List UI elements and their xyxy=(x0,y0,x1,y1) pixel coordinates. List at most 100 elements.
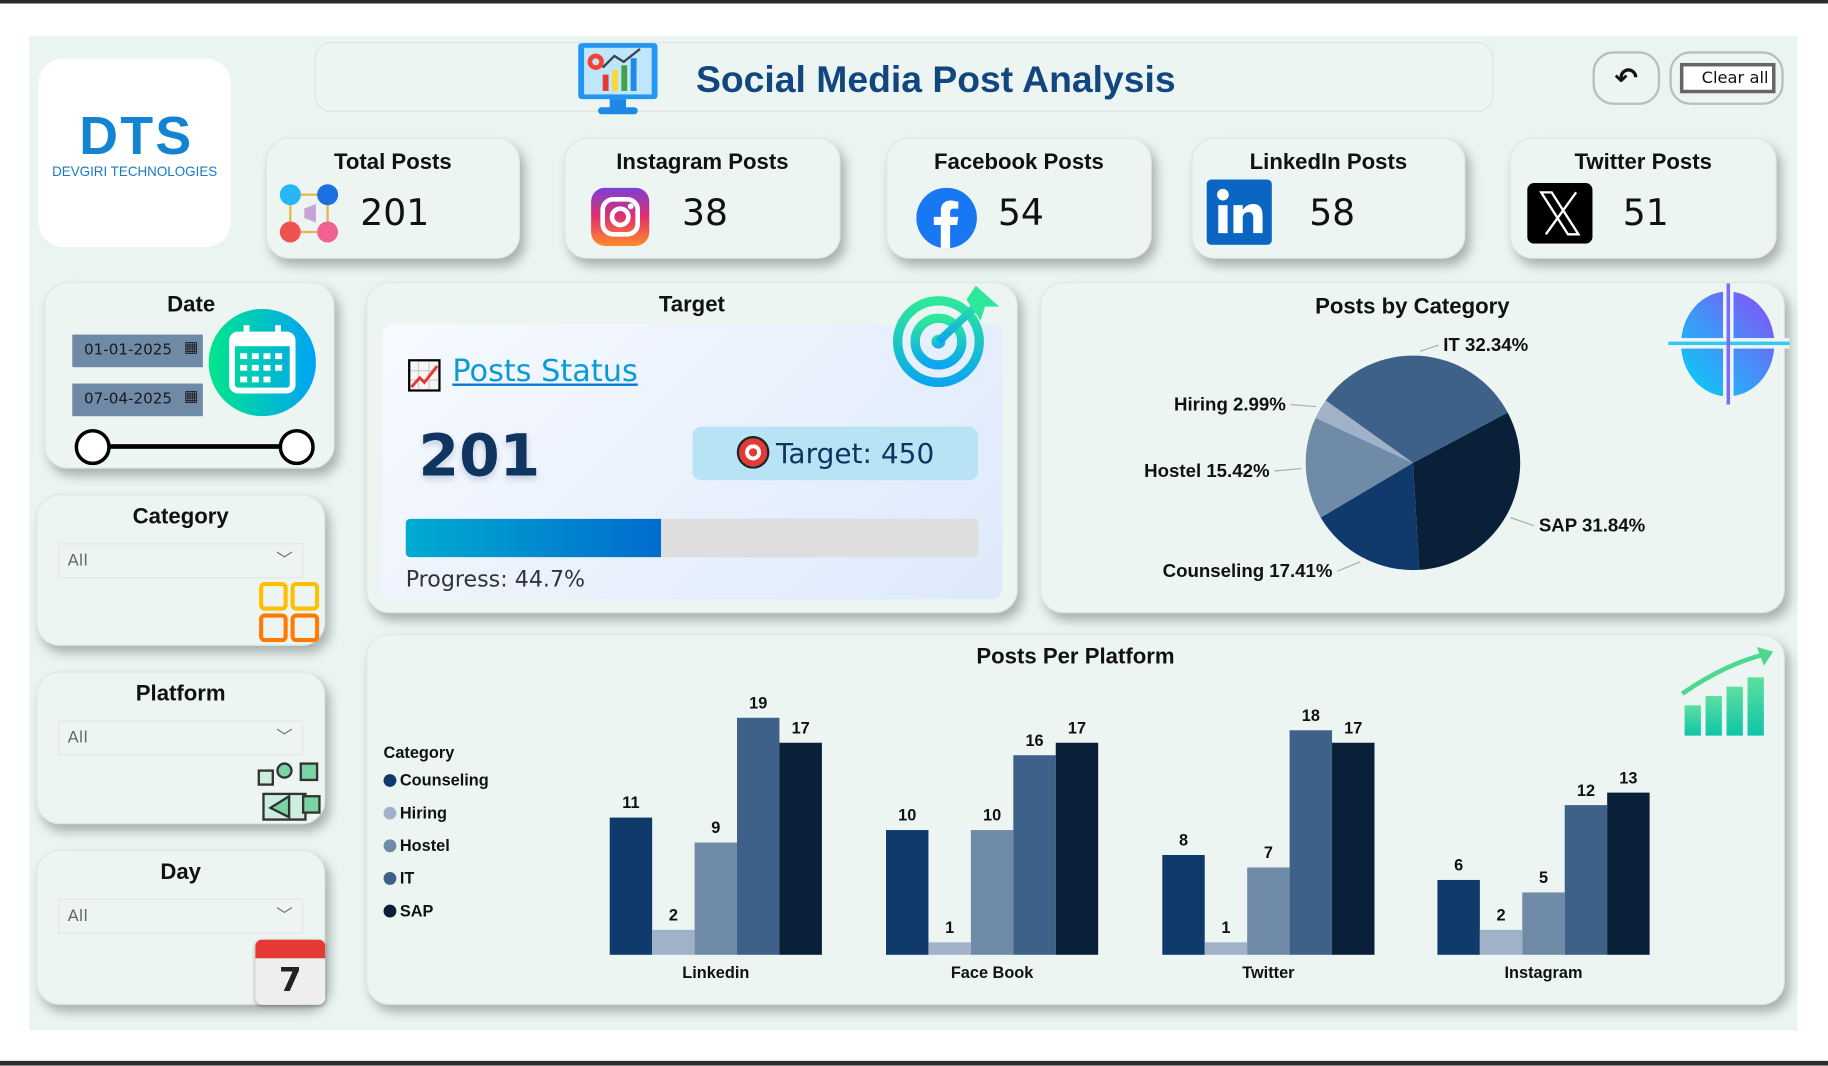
bar-twitter-counseling[interactable] xyxy=(1162,854,1205,955)
bar-face-book-sap[interactable] xyxy=(1055,742,1099,955)
legend-item-hostel[interactable]: Hostel xyxy=(383,835,450,855)
pie-chart-title: Posts by Category xyxy=(1315,294,1510,320)
legend-title: Category xyxy=(383,742,455,762)
social-media-icon xyxy=(279,184,339,243)
bar-twitter-hostel[interactable] xyxy=(1247,867,1290,955)
bar-data-label: 19 xyxy=(749,694,767,712)
bar-data-label: 1 xyxy=(945,919,954,937)
title-bar xyxy=(314,41,1494,112)
bar-face-book-hiring[interactable] xyxy=(928,942,971,955)
bar-linkedin-it[interactable] xyxy=(737,717,780,955)
start-date-input[interactable]: 01-01-2025 ▦ xyxy=(72,334,203,368)
pie-leader-line xyxy=(1290,403,1317,408)
bar-chart-title: Posts Per Platform xyxy=(976,644,1175,670)
platform-dropdown[interactable]: All ﹀ xyxy=(58,720,304,756)
bar-data-label: 12 xyxy=(1577,782,1595,800)
pie-slice-counseling[interactable] xyxy=(1320,462,1420,571)
kpi-instagram-posts: Instagram Posts 38 xyxy=(564,137,841,259)
bar-instagram-counseling[interactable] xyxy=(1437,879,1480,955)
pie-slice-hiring[interactable] xyxy=(1315,400,1413,463)
bar-data-label: 7 xyxy=(1264,844,1273,862)
legend-item-it[interactable]: IT xyxy=(383,868,415,888)
page-title: Social Media Post Analysis xyxy=(695,58,1176,101)
bar-data-label: 11 xyxy=(622,794,639,812)
legend-item-sap[interactable]: SAP xyxy=(383,901,434,920)
kpi-linkedin-posts: LinkedIn Posts 58 xyxy=(1191,137,1466,259)
bar-data-label: 5 xyxy=(1539,869,1548,887)
window-top-border xyxy=(0,0,1828,4)
legend-dot xyxy=(383,872,397,885)
megaphone-social-icon xyxy=(257,762,321,821)
category-grid-icon xyxy=(259,582,320,643)
bar-linkedin-hostel[interactable] xyxy=(694,842,738,955)
bar-twitter-hiring[interactable] xyxy=(1204,942,1248,955)
date-range-end-handle[interactable] xyxy=(278,429,315,466)
bar-instagram-it[interactable] xyxy=(1564,805,1608,955)
legend-dot xyxy=(383,774,397,787)
category-dropdown[interactable]: All ﹀ xyxy=(58,543,304,579)
pie-leader-line xyxy=(1510,517,1535,527)
bar-data-label: 16 xyxy=(1025,732,1043,750)
date-slicer: Date 01-01-2025 ▦ 07-04-2025 ▦ xyxy=(44,282,335,469)
progress-track xyxy=(405,518,979,558)
end-date-input[interactable]: 07-04-2025 ▦ xyxy=(72,383,203,417)
day-dropdown[interactable]: All ﹀ xyxy=(58,898,304,934)
x-axis-label: Twitter xyxy=(1242,964,1295,982)
bar-linkedin-counseling[interactable] xyxy=(609,817,653,955)
category-slicer: Category All ﹀ xyxy=(36,494,326,646)
bar-face-book-hostel[interactable] xyxy=(970,830,1014,955)
target-arrow-icon xyxy=(893,285,1000,388)
posts-by-category-card: Posts by Category SAP 31.84% Counseling 1… xyxy=(1039,282,1790,614)
bar-face-book-it[interactable] xyxy=(1013,755,1056,955)
progress-fill xyxy=(405,518,662,558)
target-card: Target Posts Status 201 Target: 450 Prog… xyxy=(366,282,1018,614)
bar-data-label: 8 xyxy=(1179,832,1188,850)
bar-data-label: 9 xyxy=(711,819,720,837)
legend-label: Counseling xyxy=(399,770,489,790)
pie-leader-line xyxy=(1274,467,1302,472)
x-axis-label: Instagram xyxy=(1505,964,1583,982)
instagram-icon xyxy=(591,187,650,246)
kpi-twitter-posts: Twitter Posts 51 xyxy=(1509,137,1777,259)
bar-twitter-sap[interactable] xyxy=(1332,742,1375,955)
bar-linkedin-sap[interactable] xyxy=(779,742,822,955)
legend-item-hiring[interactable]: Hiring xyxy=(383,803,447,822)
legend-label: Hostel xyxy=(399,835,450,855)
bar-data-label: 18 xyxy=(1302,707,1320,725)
x-axis-label: Face Book xyxy=(951,964,1034,982)
x-axis-label: Linkedin xyxy=(682,964,749,982)
pie-slice-it[interactable] xyxy=(1325,355,1508,463)
bar-linkedin-hiring[interactable] xyxy=(652,929,695,955)
date-range-start-handle[interactable] xyxy=(74,429,111,466)
calendar-small-icon: ▦ xyxy=(183,388,199,406)
bar-data-label: 10 xyxy=(983,807,1001,825)
bar-data-label: 2 xyxy=(1497,907,1506,925)
legend-label: SAP xyxy=(399,901,434,920)
bar-face-book-counseling[interactable] xyxy=(886,830,929,955)
legend-label: IT xyxy=(399,868,415,888)
logo-subtitle: DEVGIRI TECHNOLOGIES xyxy=(52,165,218,180)
pie-slice-hostel[interactable] xyxy=(1305,417,1413,518)
clear-all-button[interactable]: Clear all xyxy=(1669,51,1784,105)
day-slicer: Day All ﹀ 7 xyxy=(36,849,326,1005)
bar-instagram-hostel[interactable] xyxy=(1522,892,1565,955)
linkedin-icon xyxy=(1206,179,1272,245)
chart-increasing-icon xyxy=(408,359,441,392)
target-badge: Target: 450 xyxy=(692,426,979,481)
legend-item-counseling[interactable]: Counseling xyxy=(383,770,489,790)
window-bottom-border xyxy=(0,1060,1828,1066)
bar-data-label: 17 xyxy=(792,719,810,737)
chevron-down-icon: ﹀ xyxy=(276,551,293,571)
pie-label-sap: SAP 31.84% xyxy=(1539,515,1646,536)
undo-button[interactable]: ↶ xyxy=(1592,51,1661,105)
bar-twitter-it[interactable] xyxy=(1289,730,1333,955)
posts-status-link[interactable]: Posts Status xyxy=(452,354,638,390)
bar-data-label: 2 xyxy=(669,907,678,925)
bar-instagram-hiring[interactable] xyxy=(1479,929,1523,955)
bar-instagram-sap[interactable] xyxy=(1607,792,1650,955)
pie-slice-sap[interactable] xyxy=(1412,412,1521,570)
bar-data-label: 17 xyxy=(1344,719,1362,737)
x-icon xyxy=(1527,183,1593,244)
date-range-track xyxy=(92,444,297,449)
kpi-facebook-posts: Facebook Posts 54 xyxy=(886,137,1152,259)
